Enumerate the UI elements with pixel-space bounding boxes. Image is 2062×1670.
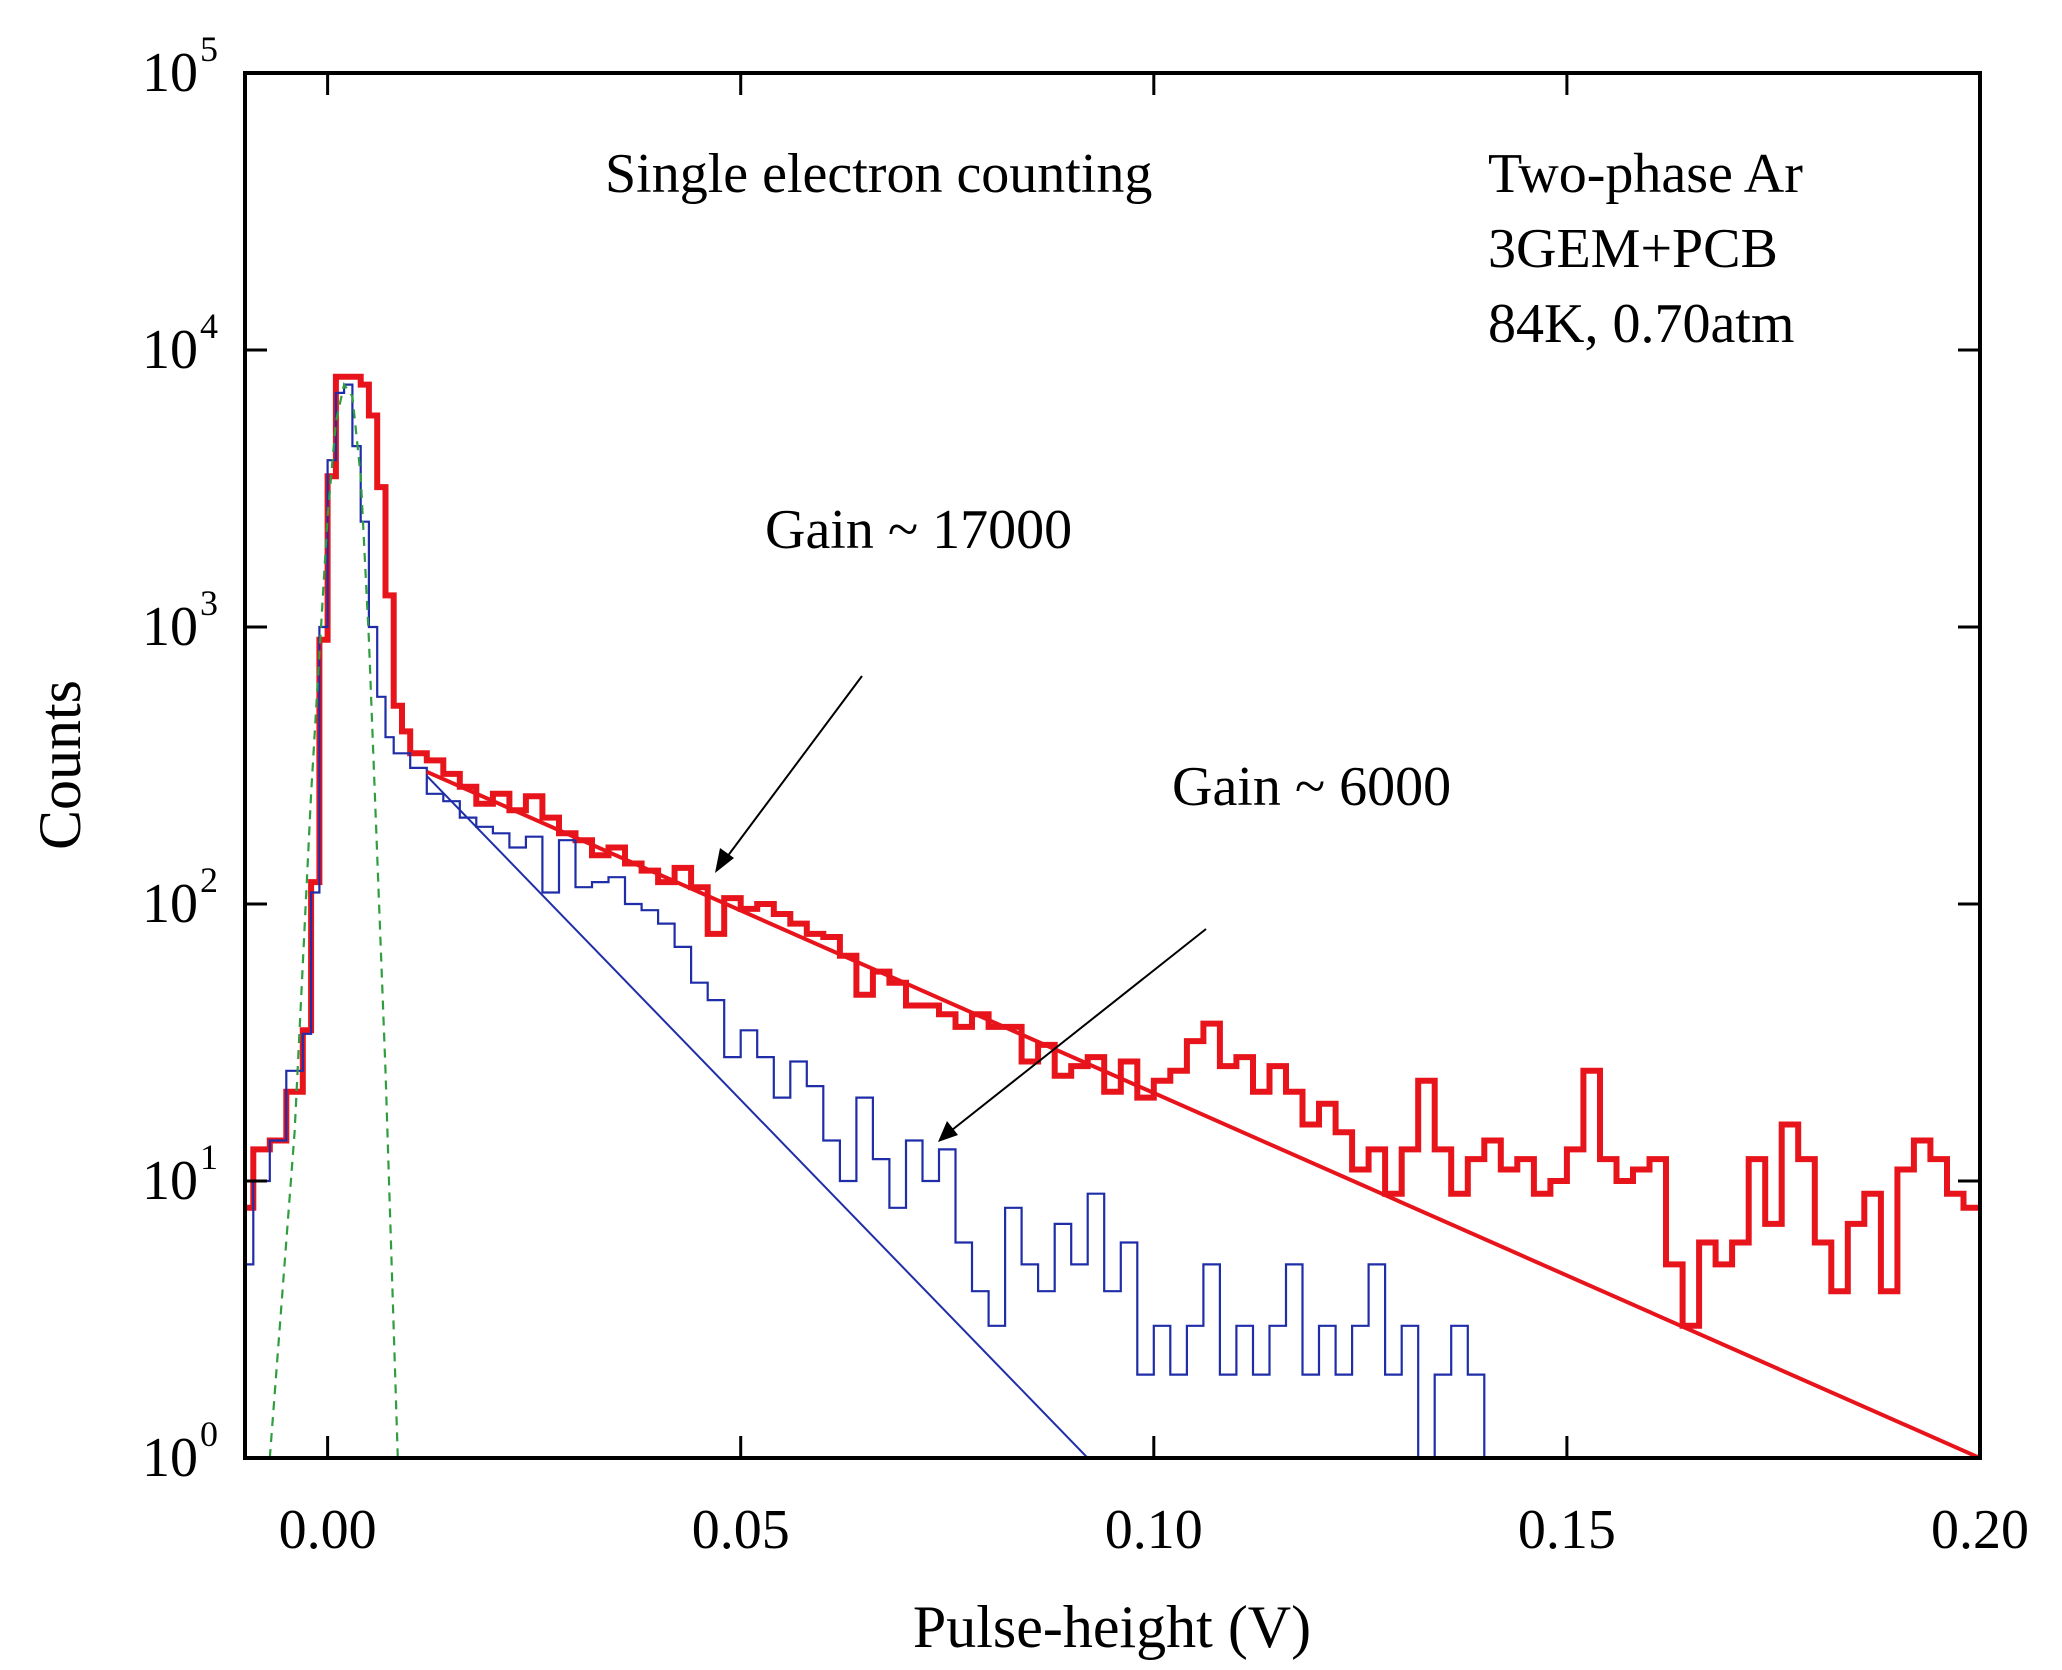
y-tick-label-5: 10	[142, 42, 198, 104]
y-tick-exponent-3: 3	[200, 583, 218, 623]
y-axis-title: Counts	[27, 680, 93, 850]
y-tick-label-3: 10	[142, 596, 198, 658]
plot-frame	[243, 71, 1982, 1460]
info-line-1: Two-phase Ar	[1488, 143, 1803, 205]
x-tick-label-1: 0.05	[692, 1499, 790, 1561]
y-tick-label-4: 10	[142, 319, 198, 381]
info-line-3: 84K, 0.70atm	[1488, 293, 1794, 355]
gain-low-arrow	[938, 928, 1207, 1142]
y-tick-exponent-1: 1	[200, 1137, 218, 1177]
y-tick-label-0: 10	[142, 1427, 198, 1489]
y-tick-exponent-0: 0	[200, 1414, 218, 1454]
x-tick-label-4: 0.20	[1931, 1499, 2029, 1561]
y-tick-exponent-5: 5	[200, 29, 218, 69]
gain-high-label: Gain ~ 17000	[765, 499, 1072, 561]
y-tick-exponent-4: 4	[200, 306, 218, 346]
x-tick-label-2: 0.10	[1105, 1499, 1203, 1561]
series-line-2	[245, 383, 1486, 1458]
series-line-1	[245, 373, 1980, 1329]
y-tick-label-1: 10	[142, 1150, 198, 1212]
x-axis-title: Pulse-height (V)	[913, 1594, 1311, 1660]
gain-low-label: Gain ~ 6000	[1172, 756, 1451, 818]
series-line-5	[268, 381, 399, 1458]
plot-area	[245, 373, 1980, 1458]
series-line-4	[426, 775, 1089, 1458]
x-tick-label-0: 0.00	[279, 1499, 377, 1561]
gain-high-arrow	[715, 675, 863, 873]
y-tick-exponent-2: 2	[200, 860, 218, 900]
series-line-3	[425, 769, 1980, 1458]
x-tick-label-3: 0.15	[1518, 1499, 1616, 1561]
chart-title-annotation: Single electron counting	[605, 143, 1152, 205]
y-tick-label-2: 10	[142, 873, 198, 935]
info-line-2: 3GEM+PCB	[1488, 218, 1778, 280]
